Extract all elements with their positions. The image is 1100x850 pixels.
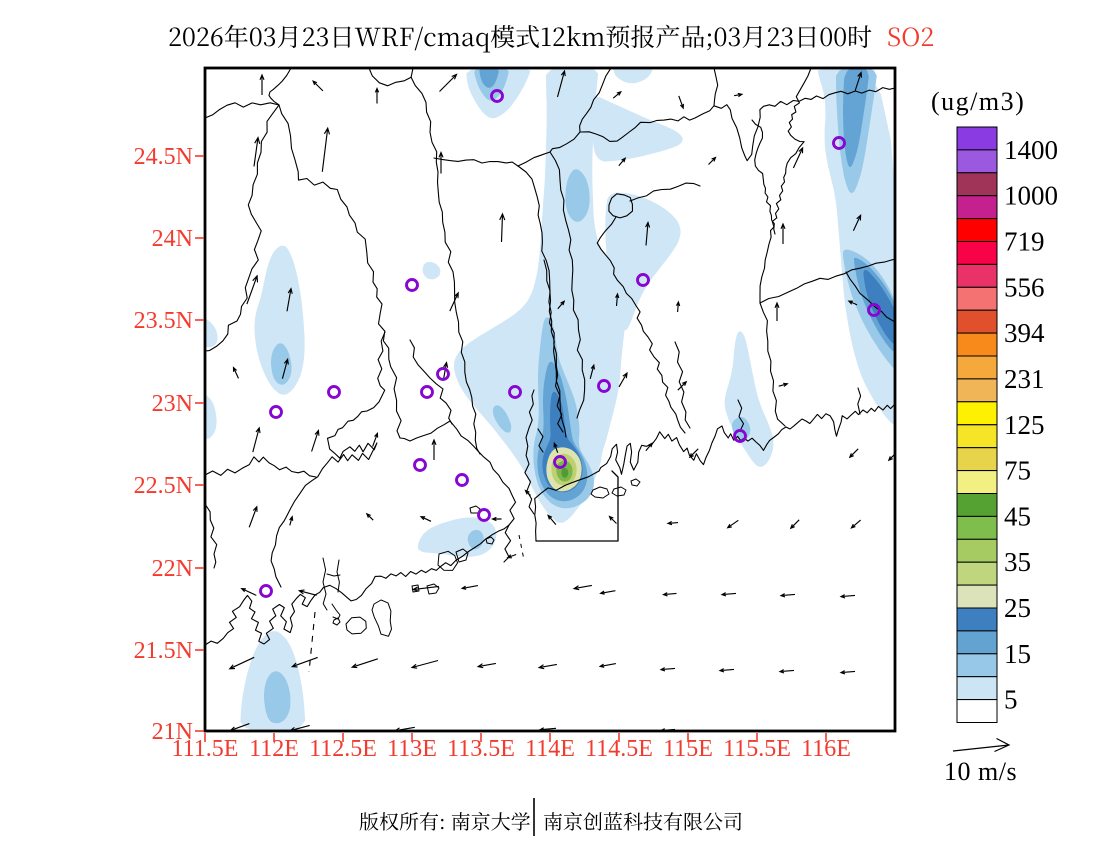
svg-text:21.5N: 21.5N <box>134 638 193 664</box>
svg-text:23.5N: 23.5N <box>134 308 193 334</box>
svg-text:10 m/s: 10 m/s <box>944 757 1017 786</box>
svg-text:22N: 22N <box>152 556 193 582</box>
svg-text:24.5N: 24.5N <box>134 144 193 170</box>
svg-text:1000: 1000 <box>1004 181 1058 211</box>
svg-text:75: 75 <box>1004 456 1031 486</box>
svg-text:45: 45 <box>1004 501 1031 531</box>
svg-text:125: 125 <box>1004 410 1045 440</box>
svg-text:15: 15 <box>1004 639 1031 669</box>
svg-text:23N: 23N <box>152 391 193 417</box>
svg-text:22.5N: 22.5N <box>134 473 193 499</box>
svg-text:21N: 21N <box>152 719 193 745</box>
svg-text:5: 5 <box>1004 685 1018 715</box>
svg-text:25: 25 <box>1004 593 1031 623</box>
svg-text:(ug/m3): (ug/m3) <box>931 87 1025 116</box>
svg-text:394: 394 <box>1004 318 1045 348</box>
svg-text:719: 719 <box>1004 227 1045 257</box>
svg-text:1400: 1400 <box>1004 135 1058 165</box>
svg-text:231: 231 <box>1004 364 1045 394</box>
svg-text:556: 556 <box>1004 272 1045 302</box>
svg-text:24N: 24N <box>152 226 193 252</box>
svg-text:35: 35 <box>1004 547 1031 577</box>
